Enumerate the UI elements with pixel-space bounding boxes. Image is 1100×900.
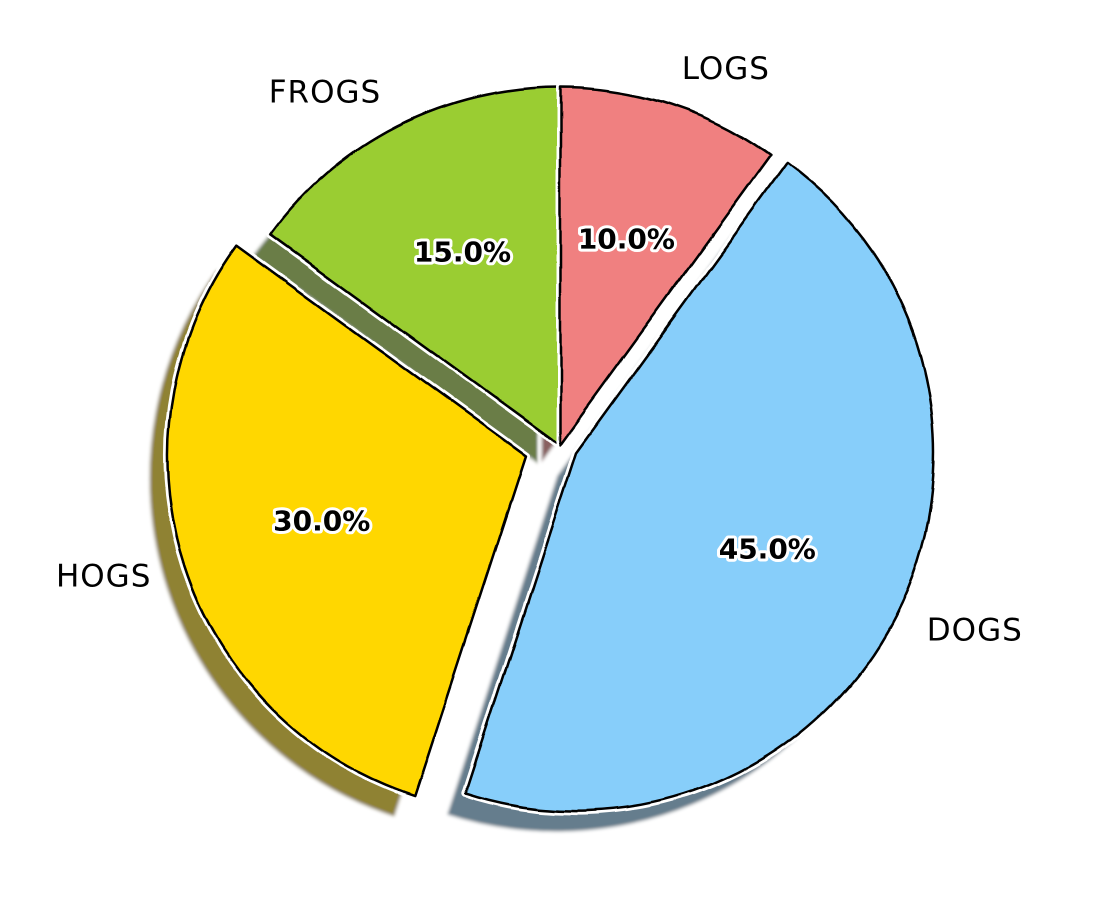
percent-label-hogs: 30.0%: [273, 504, 370, 537]
slice-label-frogs: FROGS: [269, 75, 381, 111]
slice-label-logs: LOGS: [682, 51, 770, 87]
slices: [163, 83, 938, 816]
percent-label-dogs: 45.0%: [719, 533, 816, 566]
slice-logs: [558, 85, 772, 447]
slice-label-dogs: DOGS: [927, 612, 1023, 648]
percent-label-frogs: 15.0%: [414, 236, 511, 269]
labels: FROGS 15.0% HOGS 30.0% DOGS 45.0% LOGS 10.0%: [56, 51, 1023, 648]
slice-hogs: [166, 244, 528, 798]
percent-label-logs: 10.0%: [578, 223, 675, 256]
slice-dogs: [464, 162, 936, 813]
slice-frogs: [269, 85, 562, 447]
slice-label-hogs: HOGS: [56, 558, 151, 594]
